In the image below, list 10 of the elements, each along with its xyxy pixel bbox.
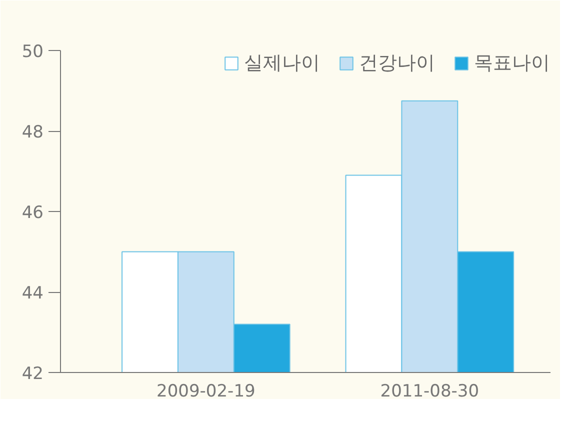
x-tick-label: 2011-08-30 [380, 382, 480, 402]
legend-label: 건강나이 [359, 51, 435, 76]
y-tick-label: 48 [22, 122, 44, 142]
y-tick-label: 42 [22, 364, 44, 384]
y-tick-label: 44 [22, 284, 44, 304]
y-tick-label: 46 [22, 203, 44, 223]
y-tick-label: 50 [22, 42, 44, 62]
x-tick-label: 2009-02-19 [156, 382, 256, 402]
legend-label: 실제나이 [244, 51, 320, 76]
legend-label: 목표나이 [474, 51, 550, 76]
